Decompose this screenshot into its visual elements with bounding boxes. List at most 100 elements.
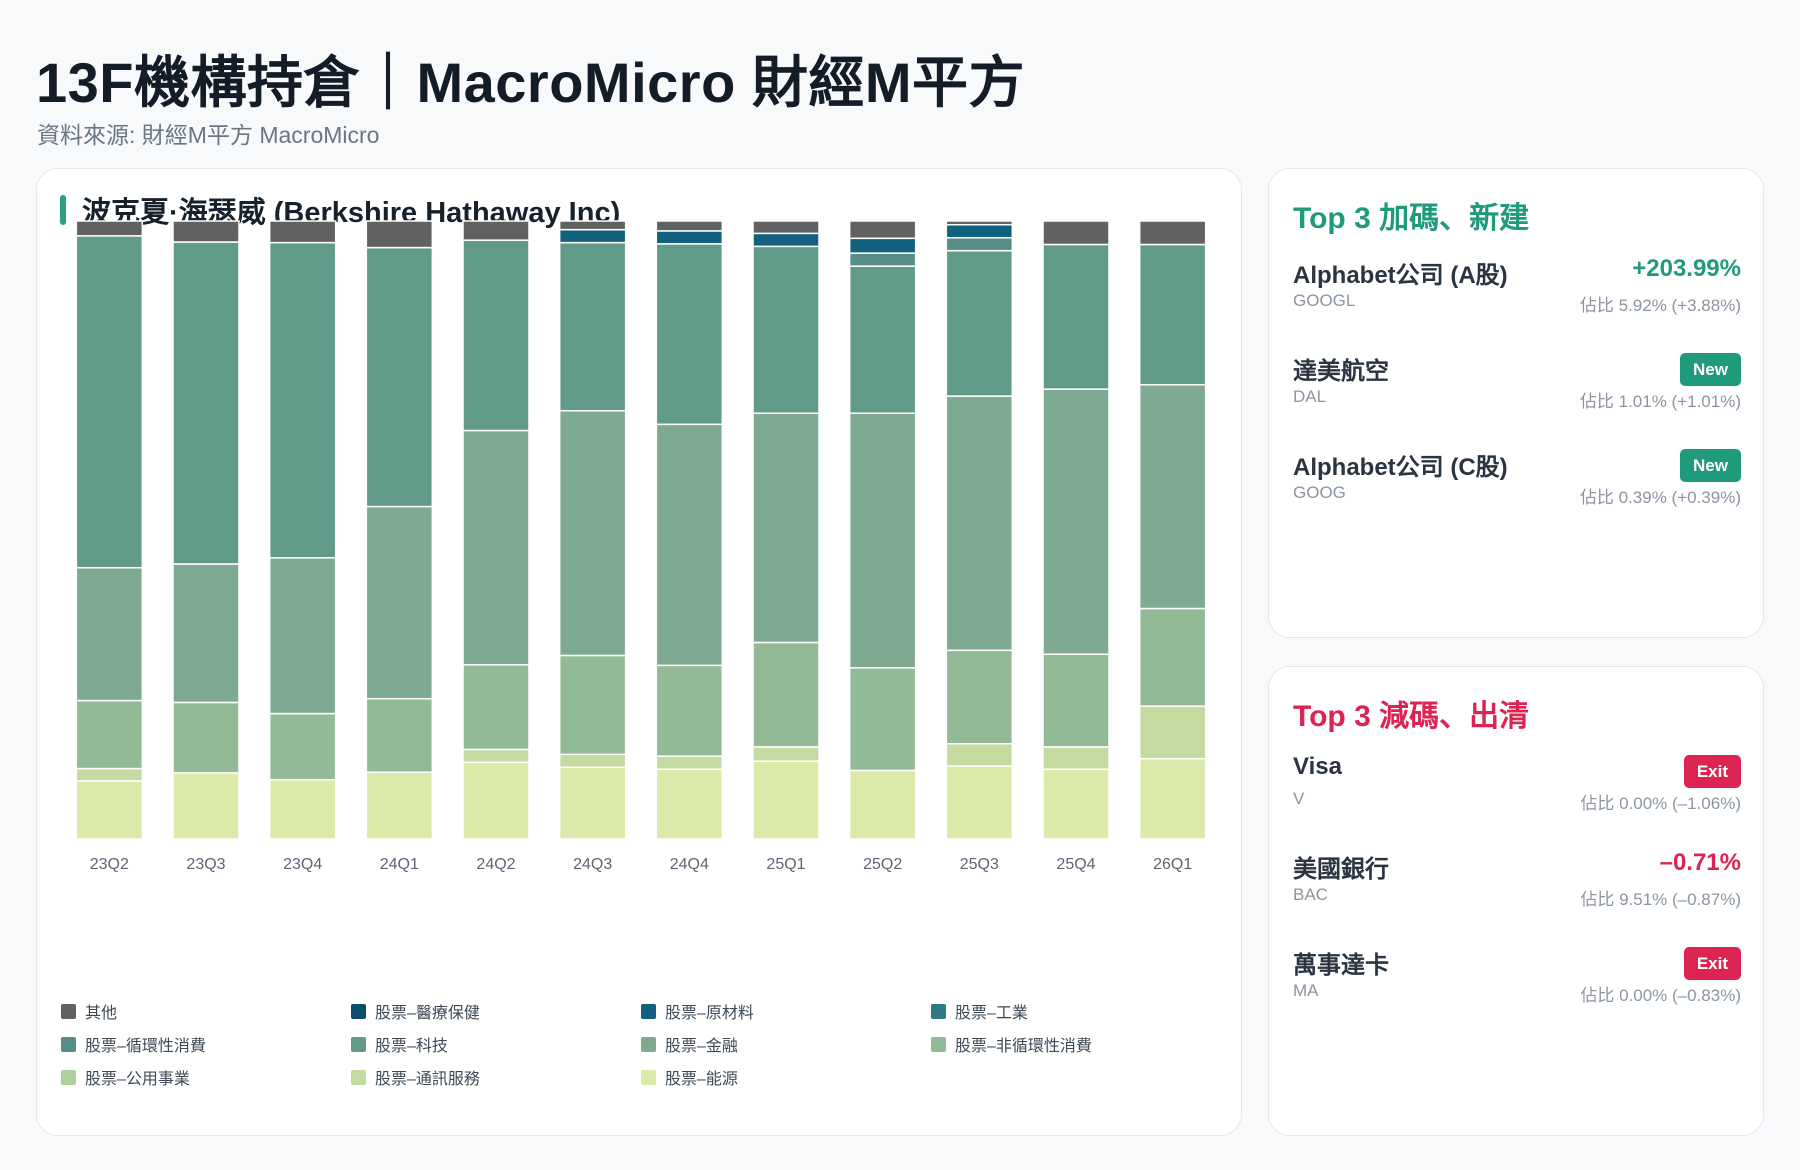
- bar-segment[interactable]: [752, 232, 820, 248]
- bar-segment[interactable]: [848, 769, 917, 840]
- bar-segment[interactable]: [752, 641, 820, 748]
- bar-segment[interactable]: [365, 505, 434, 700]
- holding-list-item[interactable]: 達美航空 DAL New 佔比 1.01% (+1.01%): [1293, 351, 1741, 447]
- bar-segment[interactable]: [462, 748, 530, 764]
- bar-segment[interactable]: [172, 701, 240, 774]
- legend-item[interactable]: 股票–公用事業: [61, 1067, 351, 1088]
- bar-segment[interactable]: [462, 429, 530, 666]
- bar-segment[interactable]: [268, 712, 337, 781]
- bar-segment[interactable]: [655, 220, 724, 232]
- chart-card: 波克夏·海瑟威 (Berkshire Hathaway Inc) 23Q2 23Q…: [36, 168, 1242, 1136]
- bar-segment[interactable]: [75, 699, 144, 770]
- holding-list-item[interactable]: Alphabet公司 (C股) GOOG New 佔比 0.39% (+0.39%): [1293, 447, 1741, 543]
- bar-segment[interactable]: [1042, 746, 1110, 770]
- bar-segment[interactable]: [1138, 757, 1207, 840]
- bar-segment[interactable]: [172, 563, 240, 704]
- bar-segment[interactable]: [945, 236, 1014, 252]
- bar-segment[interactable]: [848, 220, 917, 240]
- bar-segment[interactable]: [558, 228, 627, 244]
- bar-segment[interactable]: [848, 265, 917, 414]
- bar-segment[interactable]: [365, 220, 434, 249]
- bar-segment[interactable]: [558, 766, 627, 840]
- bar-segment[interactable]: [75, 566, 144, 702]
- bar-segment[interactable]: [462, 239, 530, 432]
- bar-segment[interactable]: [1138, 705, 1207, 760]
- bar-segment[interactable]: [655, 423, 724, 667]
- bar-segment[interactable]: [752, 760, 820, 840]
- bar-segment[interactable]: [1138, 384, 1207, 610]
- bar-segment[interactable]: [268, 557, 337, 715]
- bar-segment[interactable]: [75, 780, 144, 840]
- holding-list-item[interactable]: Alphabet公司 (A股) GOOGL +203.99% 佔比 5.92% (+3…: [1293, 255, 1741, 351]
- legend-label: 股票–工業: [955, 1005, 1028, 1022]
- x-tick-label: 25Q2: [863, 856, 902, 873]
- legend-item[interactable]: 股票–通訊服務: [351, 1067, 641, 1088]
- bar-segment[interactable]: [75, 767, 144, 782]
- legend-item[interactable]: 股票–循環性消費: [61, 1034, 351, 1055]
- legend-item[interactable]: 股票–非循環性消費: [931, 1034, 1221, 1055]
- bar-segment[interactable]: [1042, 220, 1110, 246]
- bar-segment[interactable]: [1138, 243, 1207, 386]
- bar-segment[interactable]: [172, 241, 240, 565]
- holding-ticker: BAC: [1293, 885, 1328, 904]
- bar-segment[interactable]: [752, 412, 820, 644]
- bar-segment[interactable]: [365, 246, 434, 508]
- bar-segment[interactable]: [1042, 653, 1110, 748]
- legend-item[interactable]: 其他: [61, 1001, 351, 1022]
- holding-list-item[interactable]: 美國銀行 BAC –0.71% 佔比 9.51% (–0.87%): [1293, 849, 1741, 945]
- legend-item[interactable]: 股票–工業: [931, 1001, 1221, 1022]
- bar-segment[interactable]: [75, 220, 144, 237]
- legend-item[interactable]: 股票–能源: [641, 1067, 931, 1088]
- bar-segment[interactable]: [268, 778, 337, 840]
- bar-segment[interactable]: [462, 761, 530, 840]
- bar-segment[interactable]: [655, 768, 724, 840]
- bar-segment[interactable]: [848, 252, 917, 267]
- bar-segment[interactable]: [945, 395, 1014, 652]
- bar-segment[interactable]: [848, 667, 917, 772]
- bar-segment[interactable]: [752, 245, 820, 414]
- legend-item[interactable]: 股票–科技: [351, 1034, 641, 1055]
- bar-segment[interactable]: [945, 765, 1014, 840]
- bar-segment[interactable]: [462, 663, 530, 751]
- bar-segment[interactable]: [848, 412, 917, 669]
- bar-segment[interactable]: [462, 220, 530, 241]
- bar-segment[interactable]: [752, 220, 820, 235]
- bar-segment[interactable]: [752, 746, 820, 762]
- bar-segment[interactable]: [558, 409, 627, 657]
- bar-segment[interactable]: [558, 753, 627, 769]
- bar-segment[interactable]: [1042, 243, 1110, 390]
- legend-swatch: [931, 1036, 946, 1052]
- bar-segment[interactable]: [1138, 220, 1207, 246]
- bar-segment[interactable]: [945, 223, 1014, 239]
- bar-segment[interactable]: [558, 241, 627, 412]
- holding-list-item[interactable]: Visa V Exit 佔比 0.00% (–1.06%): [1293, 753, 1741, 849]
- bar-segment[interactable]: [1138, 607, 1207, 707]
- holding-weight: 佔比 5.92% (+3.88%): [1579, 296, 1741, 315]
- bar-segment[interactable]: [655, 230, 724, 245]
- legend-item[interactable]: 股票–金融: [641, 1034, 931, 1055]
- bar-segment[interactable]: [945, 220, 1014, 226]
- bar-segment[interactable]: [558, 654, 627, 756]
- bar-segment[interactable]: [945, 742, 1014, 767]
- bar-segment[interactable]: [268, 241, 337, 559]
- bar-segment[interactable]: [268, 220, 337, 244]
- bar-segment[interactable]: [945, 249, 1014, 397]
- bar-segment[interactable]: [655, 243, 724, 426]
- bar-segment[interactable]: [75, 235, 144, 569]
- bar-segment[interactable]: [655, 755, 724, 770]
- legend-label: 股票–公用事業: [85, 1071, 190, 1088]
- bar-segment[interactable]: [1042, 388, 1110, 655]
- holding-list-item[interactable]: 萬事達卡 MA Exit 佔比 0.00% (–0.83%): [1293, 945, 1741, 1041]
- legend-swatch: [61, 1003, 76, 1019]
- bar-segment[interactable]: [172, 772, 240, 840]
- bar-segment[interactable]: [172, 220, 240, 243]
- bar-segment[interactable]: [945, 649, 1014, 745]
- bar-segment[interactable]: [365, 771, 434, 840]
- bar-segment[interactable]: [1042, 768, 1110, 840]
- bar-segment[interactable]: [848, 237, 917, 254]
- bar-segment[interactable]: [365, 697, 434, 774]
- bar-segment[interactable]: [558, 220, 627, 231]
- legend-item[interactable]: 股票–原材料: [641, 1001, 931, 1022]
- legend-item[interactable]: 股票–醫療保健: [351, 1001, 641, 1022]
- bar-segment[interactable]: [655, 664, 724, 757]
